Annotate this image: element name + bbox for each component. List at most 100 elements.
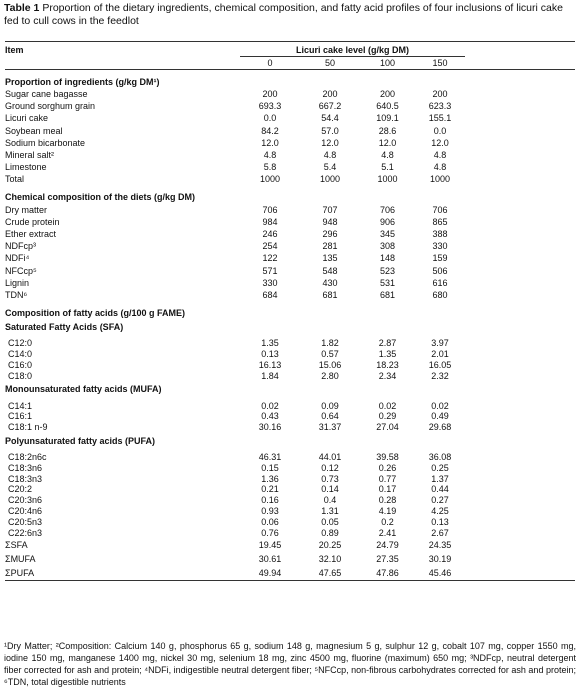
cell-value: 1000: [377, 174, 398, 185]
cell-value: 57.0: [321, 125, 339, 136]
table-row: C18:3n3 1.36 0.73 0.77 1.37: [5, 473, 575, 484]
cell-value: 0.0: [263, 113, 277, 124]
cell-value: 12.0: [261, 137, 279, 148]
cell-value: 4.8: [433, 162, 447, 173]
cell-value: 54.4: [321, 113, 339, 124]
cell-value: 345: [379, 228, 396, 239]
cell-value: 30.61: [258, 553, 282, 564]
table-row: C20:4n6 0.93 1.31 4.19 4.25: [5, 506, 575, 517]
row-label: C16:0: [8, 359, 33, 370]
section-heading: Chemical composition of the diets (g/kg …: [5, 192, 196, 202]
cell-value: 246: [262, 228, 278, 239]
cell-value: 308: [379, 241, 396, 252]
section-heading: Monounsaturated fatty acids (MUFA): [5, 384, 162, 395]
table-row: C12:0 1.35 1.82 2.87 3.97: [5, 333, 575, 349]
table-row: C18:1 n-9 30.16 31.37 27.04 29.68: [5, 422, 575, 433]
row-label: C12:0: [8, 338, 33, 349]
table-row: Chemical composition of the diets (g/kg …: [5, 186, 575, 204]
row-label: Dry matter: [5, 204, 48, 215]
cell-value: 47.65: [300, 565, 360, 581]
cell-value: 16.05: [428, 359, 452, 370]
table-row: C14:0 0.13 0.57 1.35 2.01: [5, 349, 575, 360]
cell-value: 0.76: [261, 527, 279, 538]
row-filler: [465, 88, 575, 100]
cell-value: 0.13: [431, 516, 449, 527]
table-row: ΣSFA 19.45 20.25 24.79 24.35: [5, 538, 575, 552]
cell-value: 29.68: [428, 422, 452, 433]
cell-value: 0.13: [261, 349, 279, 360]
row-filler: [465, 216, 575, 228]
cell-value: 4.25: [431, 505, 449, 516]
cell-value: 1.36: [261, 473, 279, 484]
cell-value: 0.02: [378, 400, 397, 411]
section-heading: Polyunsaturated fatty acids (PUFA): [5, 435, 156, 446]
cell-value: 330: [432, 241, 448, 252]
table-row: ΣMUFA 30.61 32.10 27.35 30.19: [5, 552, 575, 566]
cell-value: 1.35: [378, 349, 397, 360]
row-filler: [465, 473, 575, 484]
cell-value: 0.27: [431, 495, 449, 506]
cell-value: 47.86: [360, 565, 415, 581]
table-row: C22:6n3 0.76 0.89 2.41 2.67: [5, 527, 575, 538]
row-label: C20:5n3: [8, 516, 43, 527]
row-filler: [465, 125, 575, 137]
row-filler: [465, 447, 575, 463]
row-label: Sugar cane bagasse: [5, 89, 88, 100]
cell-value: 45.46: [415, 565, 465, 581]
cell-value: 0.21: [261, 484, 279, 495]
table-row: Lignin 330 430 531 616: [5, 277, 575, 289]
cell-value: 667.2: [318, 101, 342, 112]
cell-value: 24.35: [428, 539, 452, 550]
cell-value: 707: [322, 204, 338, 215]
cell-value: 36.08: [428, 451, 452, 462]
table-row: C20:5n3 0.06 0.05 0.2 0.13: [5, 516, 575, 527]
table-row: ΣPUFA 49.94 47.65 47.86 45.46: [5, 565, 575, 581]
table-row: Item Licuri cake level (g/kg DM): [5, 41, 575, 57]
table-row: Composition of fatty acids (g/100 g FAME…: [5, 301, 575, 319]
cell-value: 0.44: [431, 484, 449, 495]
cell-value: 109.1: [376, 113, 399, 124]
row-filler: [465, 204, 575, 216]
row-filler: [465, 252, 575, 264]
cell-value: 706: [379, 204, 396, 215]
row-filler: [465, 240, 575, 252]
cell-value: 0.4: [323, 495, 337, 506]
cell-value: 1.31: [321, 505, 339, 516]
section-heading: Proportion of ingredients (g/kg DM¹): [5, 76, 160, 87]
cell-value: 0.15: [261, 462, 279, 473]
cell-value: 0.57: [321, 349, 339, 360]
row-filler: [465, 411, 575, 422]
section-heading: Composition of fatty acids (g/100 g FAME…: [5, 307, 186, 318]
cell-value: 46.31: [258, 451, 282, 462]
header-filler: [465, 56, 575, 70]
row-filler: [465, 484, 575, 495]
cell-value: 330: [262, 277, 278, 288]
row-label: C18:2n6c: [8, 451, 47, 462]
row-label: C20:4n6: [8, 505, 43, 516]
cell-value: 0.17: [378, 484, 397, 495]
cell-value: 0.64: [321, 411, 339, 422]
row-filler: [465, 349, 575, 360]
table-row: Proportion of ingredients (g/kg DM¹): [5, 70, 575, 89]
cell-value: 0.12: [321, 462, 339, 473]
row-label: C14:1: [8, 400, 33, 411]
cell-value: 5.1: [381, 162, 394, 173]
row-label: Ether extract: [5, 228, 57, 239]
cell-value: 430: [322, 277, 338, 288]
table-row: C16:1 0.43 0.64 0.29 0.49: [5, 411, 575, 422]
data-table: Item Licuri cake level (g/kg DM) 0 50 100 150…: [5, 41, 575, 581]
row-label: Crude protein: [5, 216, 60, 227]
cell-value: 28.6: [378, 125, 397, 136]
table-row: TDN⁶ 684 681 681 680: [5, 289, 575, 301]
cell-value: 200: [432, 89, 448, 100]
cell-value: 16.13: [258, 359, 282, 370]
row-label: C18:3n6: [8, 462, 43, 473]
row-filler: [465, 565, 575, 581]
row-label: NDFi⁴: [5, 253, 30, 264]
cell-value: 0.09: [321, 400, 339, 411]
cell-value: 4.8: [433, 150, 447, 161]
row-label: Total: [5, 174, 25, 185]
table-body: Item Licuri cake level (g/kg DM) 0 50 100 150…: [5, 41, 575, 581]
row-filler: [465, 538, 575, 552]
